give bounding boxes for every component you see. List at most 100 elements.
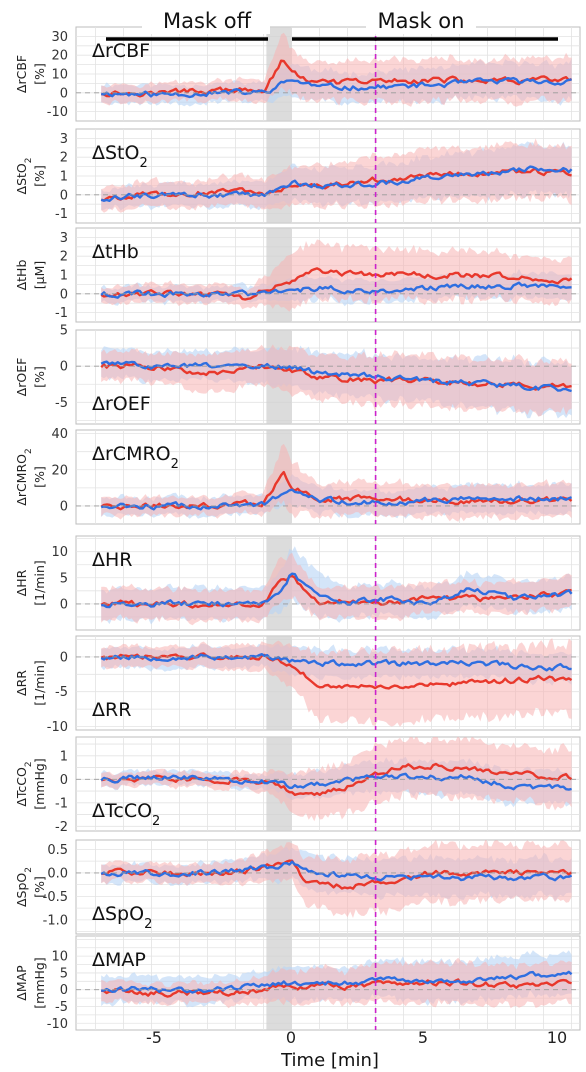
panel-title: ΔTcCO2 [92, 800, 160, 829]
y-tick-label: 30 [51, 30, 68, 45]
y-axis-unit: [%] [32, 63, 47, 85]
mask-on-label-bg [366, 6, 476, 34]
series-line-blue [100, 165, 573, 202]
panel-series [100, 138, 573, 213]
y-axis-unit: [1/min] [32, 660, 47, 706]
y-tick-label: 0 [60, 650, 68, 665]
y-tick-label: -0.5 [43, 890, 68, 905]
y-tick-label: -10 [47, 720, 68, 735]
y-tick-label: -1 [55, 306, 68, 321]
panel-title: ΔrCMRO2 [92, 443, 179, 472]
y-tick-label: 0 [60, 983, 68, 998]
band-red [101, 638, 572, 727]
panel-title: ΔRR [92, 699, 131, 721]
y-axis-label-main: ΔrCBF [14, 55, 29, 93]
y-tick-label: 10 [51, 68, 68, 83]
panel-series [100, 840, 573, 918]
y-tick-label: -1 [55, 796, 68, 811]
mask-off-label-bg [142, 6, 270, 34]
y-axis-unit: [%] [32, 165, 47, 187]
y-tick-label: 5 [60, 571, 68, 586]
y-tick-label: -10 [47, 105, 68, 120]
panel-title-main: ΔStO [92, 142, 139, 164]
y-tick-label: 2 [60, 250, 68, 265]
y-axis-label: ΔrOEF [14, 358, 29, 397]
y-axis-label-main: ΔHR [14, 569, 29, 596]
panel-series [100, 546, 573, 626]
phase-annotations: Mask off Mask on [106, 6, 558, 41]
panel-series [100, 32, 573, 107]
x-axis: -5 0 5 10 Time [min] [146, 1028, 567, 1071]
panel-title-main: ΔtHb [92, 241, 139, 263]
x-tick-label: 10 [547, 1028, 567, 1047]
series-line-red [100, 59, 573, 98]
y-axis-label-subscript: 2 [24, 867, 34, 873]
panel-title-main: ΔTcCO [92, 800, 152, 822]
panel-title: ΔrOEF [92, 393, 151, 415]
series-line-blue [101, 76, 572, 99]
y-tick-label: 20 [51, 49, 68, 64]
y-tick-label: -1 [55, 207, 68, 222]
panel-title-main: ΔMAP [92, 949, 146, 971]
y-tick-label: -5 [55, 396, 68, 411]
x-tick-label: 5 [418, 1028, 428, 1047]
y-tick-label: 1 [60, 749, 68, 764]
x-axis-label: Time [min] [280, 1050, 379, 1071]
y-axis-label-subscript: 2 [24, 158, 34, 164]
panel-title-main: ΔRR [92, 699, 131, 721]
panel-title-main: ΔHR [92, 549, 133, 571]
y-tick-label: -1.0 [43, 913, 68, 928]
y-axis-label-main: ΔStO [14, 163, 29, 194]
y-axis-label: ΔMAP [14, 965, 29, 1001]
y-axis-label: ΔRR [14, 670, 29, 696]
y-axis-label-subscript: 2 [24, 761, 34, 767]
y-axis-unit: [%] [32, 466, 47, 488]
y-axis-label: ΔSpO2 [14, 867, 34, 907]
y-tick-label: 2 [60, 151, 68, 166]
y-tick-label: -10 [47, 1017, 68, 1032]
panel-title-main: ΔrCMRO [92, 443, 171, 465]
series-line-blue [100, 281, 572, 299]
series-line-blue [100, 860, 573, 882]
y-tick-label: 40 [51, 427, 68, 442]
panel-title-subscript: 2 [144, 917, 152, 932]
y-axis-label-main: ΔMAP [14, 965, 29, 1001]
panel-series [100, 239, 573, 312]
series-line-red [101, 859, 573, 890]
y-axis-label-main: ΔtHb [14, 260, 29, 291]
band-red [101, 840, 572, 918]
panel-title: ΔMAP [92, 949, 146, 971]
series-line-blue [101, 970, 573, 994]
panel-series [100, 443, 573, 522]
panel-title-main: ΔrOEF [92, 393, 151, 415]
y-axis-unit: [mmHg] [32, 758, 47, 809]
y-axis-label: ΔrCBF [14, 55, 29, 93]
y-tick-label: 0.5 [47, 843, 68, 858]
y-axis-label: ΔrCMRO2 [14, 448, 34, 505]
panel-title-subscript: 2 [139, 156, 147, 171]
panel-series [100, 950, 573, 1009]
panel-title-main: ΔSpO [92, 903, 144, 925]
panel-title: ΔHR [92, 549, 133, 571]
panel-title: ΔtHb [92, 241, 139, 263]
y-tick-label: -5 [55, 685, 68, 700]
panel-title-main: ΔrCBF [92, 40, 150, 62]
y-tick-label: 0 [60, 773, 68, 788]
y-axis-label: ΔTcCO2 [14, 761, 34, 806]
series-line-blue [100, 772, 572, 791]
panel-title-subscript: 2 [171, 457, 179, 472]
y-tick-label: 5 [60, 966, 68, 981]
y-axis-label: ΔStO2 [14, 158, 34, 195]
y-axis-unit: [µM] [32, 261, 47, 290]
mask-off-label: Mask off [163, 9, 252, 33]
y-tick-label: 0 [60, 188, 68, 203]
